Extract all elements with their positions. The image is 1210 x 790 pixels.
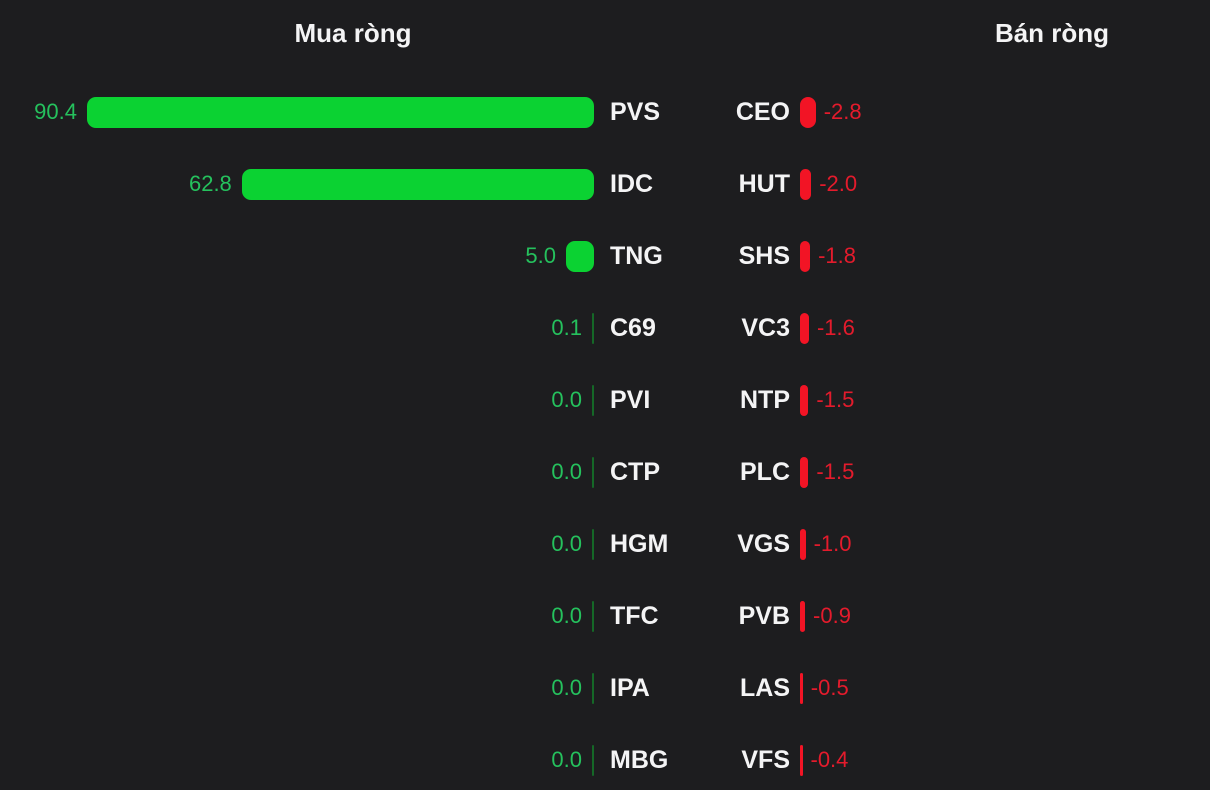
buy-value: 0.0 [551,531,582,556]
sell-cell: -0.4 [800,744,849,776]
chart-row[interactable]: 90.4 PVS CEO -2.8 [0,76,1210,148]
buy-bar[interactable] [592,456,594,488]
sell-value: -2.8 [823,99,862,124]
sell-value: -0.9 [813,603,851,628]
buy-value: 0.0 [551,675,582,700]
chart-row[interactable]: 5.0 TNG SHS -1.8 [0,220,1210,292]
sell-cell: -1.5 [800,384,855,416]
sell-ticker: PVB [738,601,790,630]
buy-cell: 0.0 [0,456,594,488]
buy-value: 0.0 [551,603,582,628]
buy-value: 62.8 [188,171,232,196]
sell-ticker: PLC [740,457,790,486]
buy-column-title: Mua ròng [294,18,412,48]
buy-value: 0.0 [551,747,582,772]
sell-value: -2.0 [819,171,858,196]
buy-cell: 0.0 [0,600,594,632]
sell-cell: -0.5 [800,672,849,704]
chart-row[interactable]: 0.1 C69 VC3 -1.6 [0,292,1210,364]
buy-value: 5.0 [525,243,556,268]
buy-ticker: IPA [610,673,650,702]
buy-ticker: HGM [610,529,669,558]
buy-bar[interactable] [592,384,594,416]
chart-rows: 90.4 PVS CEO -2.8 62.8 IDC HUT -2.0 5.0 … [0,76,1210,790]
sell-bar[interactable] [800,96,816,128]
buy-cell: 0.0 [0,672,594,704]
buy-value: 0.0 [551,387,582,412]
sell-cell: -1.6 [800,312,855,344]
sell-bar[interactable] [800,384,809,416]
buy-bar[interactable] [592,312,594,344]
chart-row[interactable]: 0.0 TFC PVB -0.9 [0,580,1210,652]
chart-row[interactable]: 0.0 IPA LAS -0.5 [0,652,1210,724]
sell-column-title: Bán ròng [994,18,1110,48]
buy-bar[interactable] [592,600,594,632]
buy-bar[interactable] [87,96,594,128]
sell-ticker: CEO [735,97,790,126]
sell-value: -0.5 [810,675,849,700]
sell-bar[interactable] [800,744,803,776]
chart-row[interactable]: 0.0 MBG VFS -0.4 [0,724,1210,790]
buy-cell: 62.8 [0,168,594,200]
sell-bar[interactable] [800,600,806,632]
buy-cell: 0.0 [0,528,594,560]
sell-cell: -2.8 [800,96,862,128]
sell-cell: -1.5 [800,456,855,488]
buy-bar[interactable] [565,240,594,272]
sell-cell: -0.9 [800,600,851,632]
sell-ticker: NTP [740,385,790,414]
sell-ticker: SHS [738,241,790,270]
sell-cell: -1.8 [800,240,857,272]
buy-cell: 0.0 [0,744,594,776]
chart-row[interactable]: 0.0 HGM VGS -1.0 [0,508,1210,580]
sell-bar[interactable] [800,168,812,200]
buy-ticker: TNG [610,241,663,270]
buy-cell: 0.1 [0,312,594,344]
buy-bar[interactable] [592,744,594,776]
buy-ticker: PVI [610,385,651,414]
buy-ticker: PVS [610,97,661,126]
sell-bar[interactable] [800,456,809,488]
buy-bar[interactable] [241,168,594,200]
sell-ticker: VC3 [741,313,790,342]
sell-value: -0.4 [810,747,849,772]
sell-ticker: LAS [740,673,790,702]
sell-cell: -1.0 [800,528,852,560]
buy-ticker: TFC [610,601,659,630]
sell-value: -1.5 [816,459,855,484]
sell-value: -1.0 [813,531,852,556]
chart-row[interactable]: 62.8 IDC HUT -2.0 [0,148,1210,220]
sell-bar[interactable] [800,528,806,560]
buy-ticker: MBG [610,745,669,774]
sell-cell: -2.0 [800,168,858,200]
buy-ticker: CTP [610,457,660,486]
buy-value: 0.1 [551,315,582,340]
buy-bar[interactable] [592,528,594,560]
sell-value: -1.8 [818,243,857,268]
sell-value: -1.5 [816,387,855,412]
buy-cell: 5.0 [0,240,594,272]
buy-ticker: IDC [610,169,654,198]
buy-cell: 90.4 [0,96,594,128]
buy-bar[interactable] [592,672,594,704]
buy-value: 0.0 [551,459,582,484]
chart-row[interactable]: 0.0 CTP PLC -1.5 [0,436,1210,508]
sell-ticker: HUT [738,169,790,198]
sell-ticker: VGS [737,529,790,558]
buy-cell: 0.0 [0,384,594,416]
sell-value: -1.6 [816,315,855,340]
sell-bar[interactable] [800,240,811,272]
sell-bar[interactable] [800,312,809,344]
sell-bar[interactable] [800,672,803,704]
buy-ticker: C69 [610,313,656,342]
sell-ticker: VFS [741,745,790,774]
buy-value: 90.4 [34,99,77,124]
chart-row[interactable]: 0.0 PVI NTP -1.5 [0,364,1210,436]
